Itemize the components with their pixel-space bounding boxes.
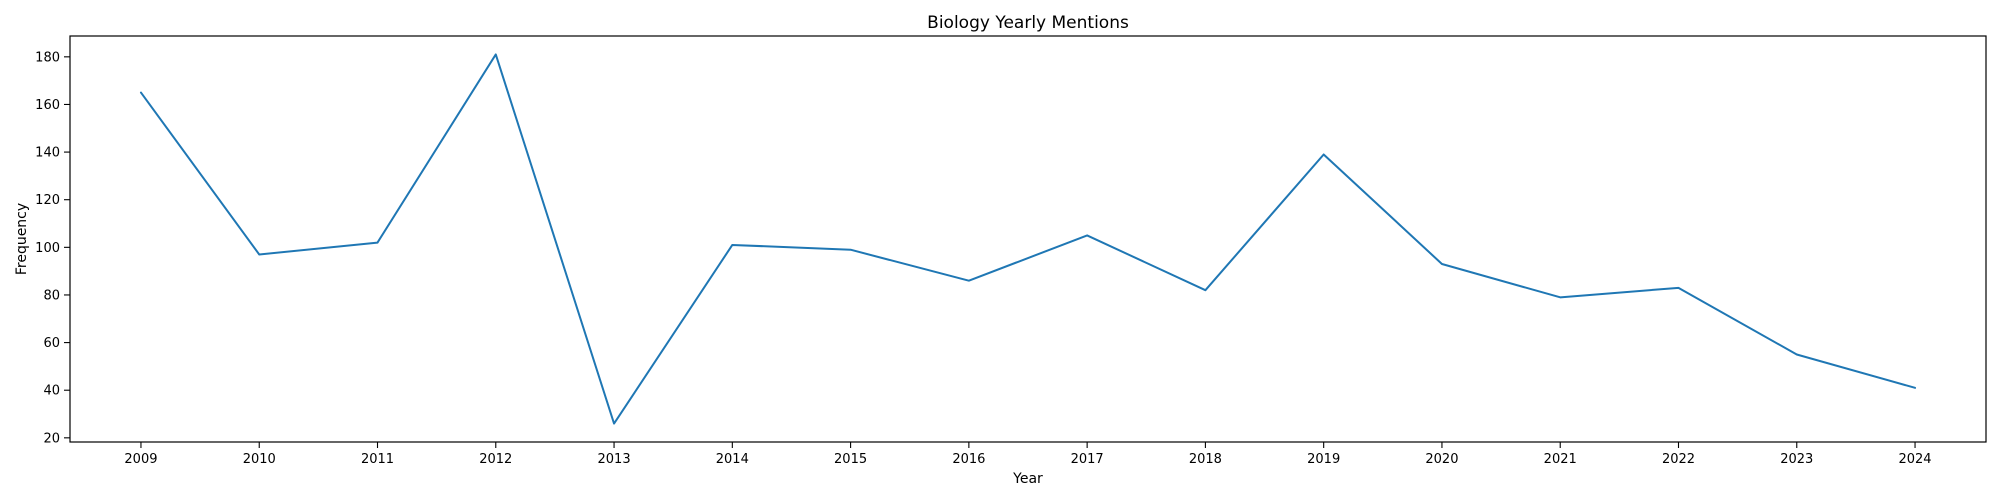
y-tick-label: 120 xyxy=(35,193,60,208)
x-tick-label: 2023 xyxy=(1780,452,1813,467)
series-line xyxy=(139,53,1917,425)
x-tick-label: 2020 xyxy=(1425,452,1458,467)
x-tick-label: 2022 xyxy=(1662,452,1695,467)
x-tick-label: 2011 xyxy=(361,452,394,467)
x-axis: 2009 2010 2011 2012 2013 2014 2015 2016 2017 2018… xyxy=(124,442,1932,467)
x-tick-label: 2012 xyxy=(479,452,512,467)
y-tick-label: 80 xyxy=(43,288,60,303)
chart-title: Biology Yearly Mentions xyxy=(927,13,1129,33)
y-axis-label: Frequency xyxy=(14,203,30,275)
y-tick-label: 40 xyxy=(43,384,60,399)
series-layer xyxy=(139,53,1917,425)
x-tick-label: 2016 xyxy=(952,452,985,467)
x-tick-label: 2014 xyxy=(716,452,749,467)
plot-frame xyxy=(69,35,1987,443)
y-tick-label: 160 xyxy=(35,98,60,113)
y-tick-label: 60 xyxy=(43,336,60,351)
x-tick-label: 2021 xyxy=(1544,452,1577,467)
y-tick-label: 140 xyxy=(35,146,60,161)
x-tick-label: 2018 xyxy=(1189,452,1222,467)
x-tick-label: 2013 xyxy=(598,452,631,467)
x-tick-label: 2009 xyxy=(124,452,157,467)
y-tick-label: 100 xyxy=(35,241,60,256)
x-tick-label: 2015 xyxy=(834,452,867,467)
x-tick-label: 2017 xyxy=(1071,452,1104,467)
x-tick-label: 2010 xyxy=(243,452,276,467)
x-tick-label: 2024 xyxy=(1898,452,1931,467)
y-tick-label: 20 xyxy=(43,431,60,446)
x-axis-label: Year xyxy=(1012,471,1043,487)
y-axis: 20 40 60 80 100 120 140 160 180 xyxy=(35,50,70,446)
y-tick-label: 180 xyxy=(35,50,60,65)
x-tick-label: 2019 xyxy=(1307,452,1340,467)
